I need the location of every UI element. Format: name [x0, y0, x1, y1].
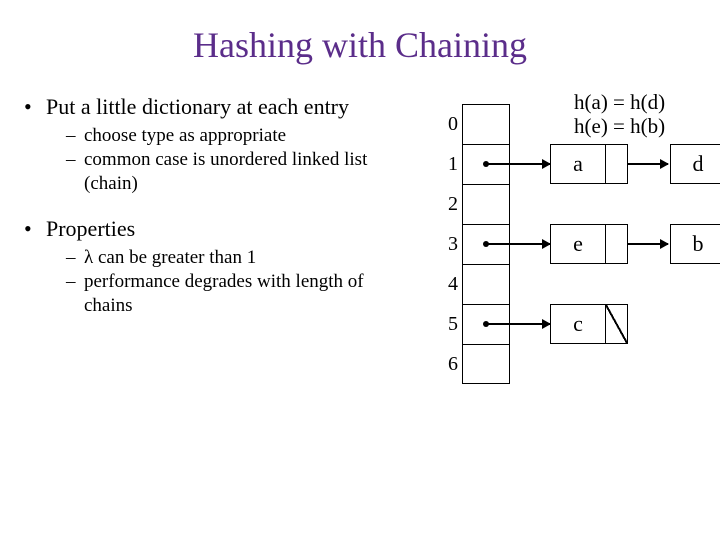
hash-slot	[462, 184, 510, 224]
bullet-2-text: Properties	[46, 216, 135, 242]
node-value: b	[670, 224, 720, 264]
pointer-arrow	[486, 323, 550, 325]
node-value: e	[550, 224, 606, 264]
hash-row: 0	[442, 104, 510, 144]
bullet-1-sub-1: – choose type as appropriate	[24, 124, 394, 148]
hash-index: 6	[442, 353, 462, 376]
chain: eb	[550, 224, 720, 264]
chain-node: b	[670, 224, 720, 264]
hash-slot	[462, 264, 510, 304]
node-value: a	[550, 144, 606, 184]
chain: c	[550, 304, 628, 344]
chain-arrow	[628, 243, 668, 245]
hash-annotation-line1: h(a) = h(d)	[574, 90, 665, 114]
node-value: c	[550, 304, 606, 344]
bullet-dot: •	[24, 94, 46, 120]
bullet-column: • Put a little dictionary at each entry …	[24, 94, 394, 327]
hash-slot	[462, 344, 510, 384]
bullet-2-sub-2: – performance degrades with length of ch…	[24, 270, 394, 318]
node-value: d	[670, 144, 720, 184]
chain-node: e	[550, 224, 628, 264]
next-pointer	[606, 144, 628, 184]
bullet-dash: –	[66, 124, 84, 148]
bullet-1-text: Put a little dictionary at each entry	[46, 94, 349, 120]
hash-row: 2	[442, 184, 510, 224]
hash-row: 4	[442, 264, 510, 304]
hash-index: 4	[442, 273, 462, 296]
bullet-dash: –	[66, 270, 84, 318]
bullet-dash: –	[66, 246, 84, 270]
chain-arrow	[628, 163, 668, 165]
bullet-1-sub-2-text: common case is unordered linked list (ch…	[84, 148, 394, 196]
hash-index: 5	[442, 313, 462, 336]
hash-row: 6	[442, 344, 510, 384]
diagram-column: h(a) = h(d) h(e) = h(b) 0123456 adebc	[394, 94, 696, 327]
pointer-arrow	[486, 243, 550, 245]
hash-index: 2	[442, 193, 462, 216]
bullet-2: • Properties	[24, 216, 394, 242]
bullet-1-sub-2: – common case is unordered linked list (…	[24, 148, 394, 196]
hash-index: 0	[442, 113, 462, 136]
pointer-arrow	[486, 163, 550, 165]
hash-annotation-line2: h(e) = h(b)	[574, 114, 665, 138]
bullet-1-sub-1-text: choose type as appropriate	[84, 124, 286, 148]
next-pointer	[606, 224, 628, 264]
bullet-2-sub-1-text: λ can be greater than 1	[84, 246, 256, 270]
bullet-dash: –	[66, 148, 84, 196]
bullet-2-sub-1: – λ can be greater than 1	[24, 246, 394, 270]
bullet-2-sub-2-text: performance degrades with length of chai…	[84, 270, 394, 318]
chain-node: d	[670, 144, 720, 184]
bullet-1: • Put a little dictionary at each entry	[24, 94, 394, 120]
hash-index: 3	[442, 233, 462, 256]
content-area: • Put a little dictionary at each entry …	[0, 66, 720, 327]
null-pointer	[606, 304, 628, 344]
hash-index: 1	[442, 153, 462, 176]
chain-node: a	[550, 144, 628, 184]
chain-node: c	[550, 304, 628, 344]
chain: ad	[550, 144, 720, 184]
slide-title: Hashing with Chaining	[0, 0, 720, 66]
bullet-dot: •	[24, 216, 46, 242]
hash-annotation: h(a) = h(d) h(e) = h(b)	[574, 90, 665, 138]
hash-slot	[462, 104, 510, 144]
